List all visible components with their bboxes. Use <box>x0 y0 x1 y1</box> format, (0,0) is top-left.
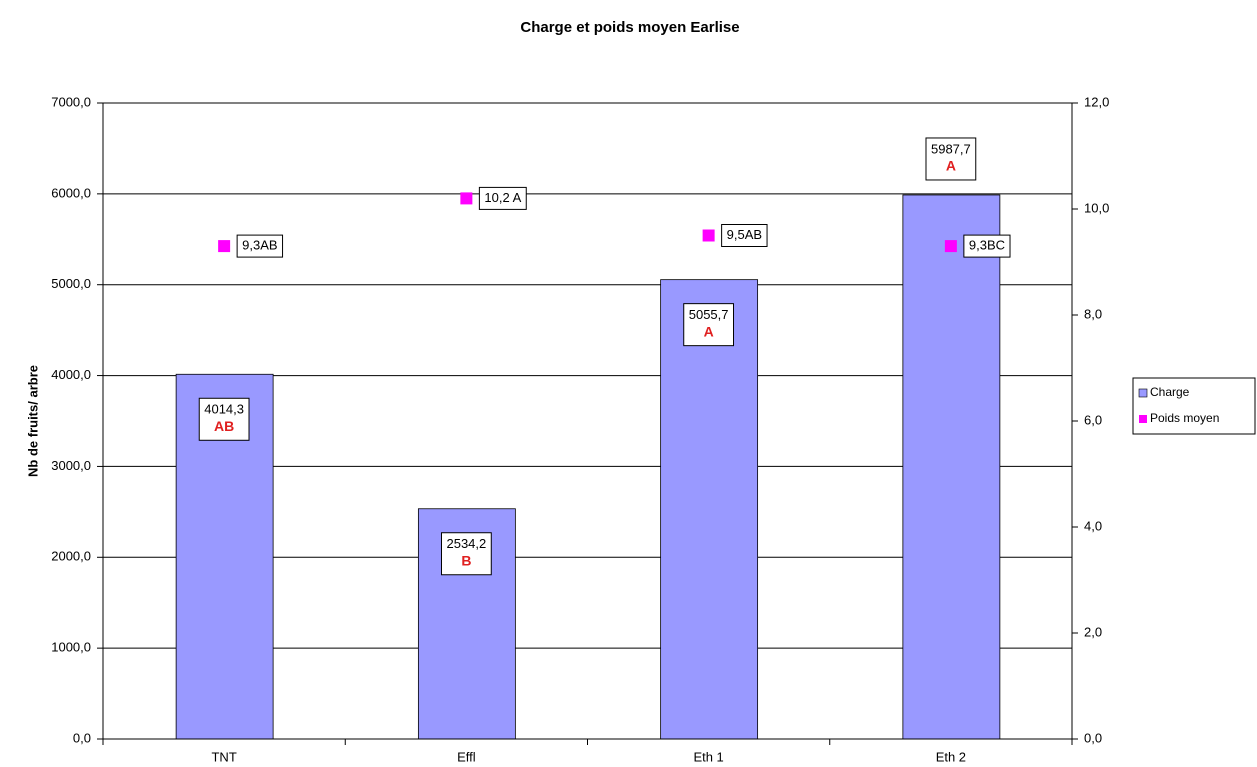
data-letter: AB <box>214 418 234 434</box>
data-label-box <box>440 532 492 576</box>
data-label: 10,2 A <box>484 190 521 205</box>
y2-tick-label: 2,0 <box>1084 624 1102 639</box>
y-tick-label: 3000,0 <box>51 458 91 473</box>
data-label: 9,3BC <box>969 238 1005 253</box>
bar <box>660 279 759 740</box>
data-label: 9,3AB <box>242 238 277 253</box>
x-tick-label: Eth 2 <box>936 749 966 764</box>
y-tick-label: 7000,0 <box>51 94 91 109</box>
x-tick-label: Eth 1 <box>693 749 723 764</box>
y-tick-label: 0,0 <box>73 730 91 745</box>
y-tick-label: 6000,0 <box>51 185 91 200</box>
data-letter: A <box>704 323 714 339</box>
data-label-box <box>721 224 768 247</box>
y-tick-label: 1000,0 <box>51 640 91 655</box>
y2-tick-label: 8,0 <box>1084 306 1102 321</box>
y2-tick-label: 4,0 <box>1084 518 1102 533</box>
legend-box <box>1132 377 1256 435</box>
y-tick-label: 4000,0 <box>51 367 91 382</box>
data-letter: B <box>461 552 471 568</box>
point <box>944 240 957 253</box>
y2-tick-label: 0,0 <box>1084 730 1102 745</box>
data-label: 5987,7 <box>931 141 971 156</box>
data-label-box <box>478 186 527 210</box>
data-label-box <box>925 137 977 181</box>
legend-label: Poids moyen <box>1150 411 1219 425</box>
data-letter: A <box>946 158 956 174</box>
x-tick-label: Effl <box>457 749 476 764</box>
data-label-box <box>683 303 735 347</box>
data-label: 4014,3 <box>204 402 244 417</box>
x-tick-label: TNT <box>211 749 236 764</box>
data-label-box <box>198 397 250 441</box>
data-label-box <box>236 234 284 258</box>
point <box>218 240 231 253</box>
y-axis-label: Nb de fruits/ arbre <box>25 365 40 477</box>
y2-tick-label: 6,0 <box>1084 412 1102 427</box>
y-tick-label: 2000,0 <box>51 549 91 564</box>
data-label: 9,5AB <box>727 227 762 242</box>
y-tick-label: 5000,0 <box>51 276 91 291</box>
legend-swatch <box>1138 388 1148 398</box>
y2-tick-label: 10,0 <box>1084 200 1109 215</box>
point <box>460 192 473 205</box>
bar <box>902 194 1001 740</box>
legend-swatch <box>1139 415 1147 423</box>
data-label-box <box>963 234 1011 258</box>
chart-title: Charge et poids moyen Earlise <box>520 19 739 36</box>
point <box>702 229 715 242</box>
data-label: 5055,7 <box>689 307 729 322</box>
data-label: 2534,2 <box>446 536 486 551</box>
legend-label: Charge <box>1150 385 1190 399</box>
y2-tick-label: 12,0 <box>1084 94 1109 109</box>
